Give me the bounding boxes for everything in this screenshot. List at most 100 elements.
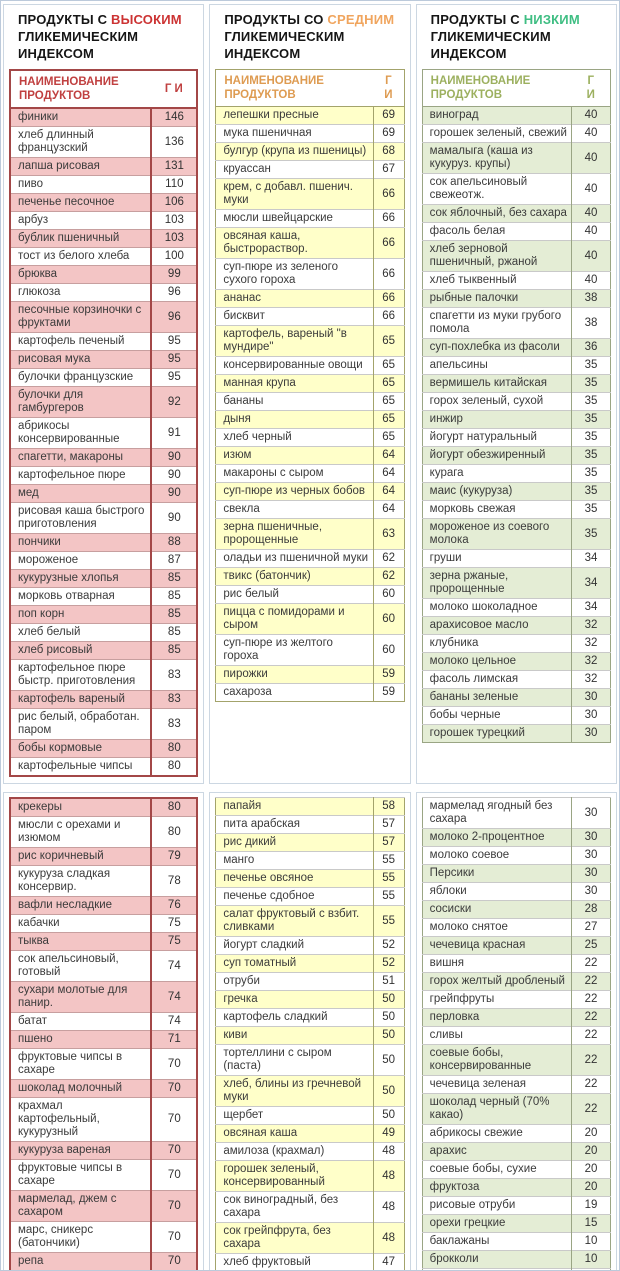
product-name: сливы [422, 1026, 572, 1045]
table-row: булочки для гамбургеров 92 [10, 386, 198, 418]
product-name: бананы [215, 392, 374, 411]
product-name: спагетти, макароны [10, 448, 153, 467]
product-name: булгур (крупа из пшеницы) [215, 142, 374, 161]
table-row: соевые бобы, сухие 20 [422, 1160, 611, 1179]
title-prefix: ПРОДУКТЫ С [430, 12, 524, 27]
table-row: тост из белого хлеба 100 [10, 247, 198, 266]
column-medium-gi: ПРОДУКТЫ СО СРЕДНИМ ГЛИКЕМИЧЕСКИМ ИНДЕКСО… [209, 4, 411, 785]
gi-value: 59 [373, 665, 405, 684]
gi-value: 50 [373, 990, 405, 1009]
table-row: молоко соевое 30 [422, 846, 611, 865]
product-name: мармелад ягодный без сахара [422, 797, 572, 829]
table-row: вишня 22 [422, 954, 611, 973]
table-row: сок апельсиновый, готовый 74 [10, 950, 198, 982]
gi-value: 25 [571, 936, 611, 955]
table-row: мюсли швейцарские 66 [215, 209, 405, 228]
product-name: горошек зеленый, консервированный [215, 1160, 374, 1192]
product-name: морковь свежая [422, 500, 572, 519]
table-row: абрикосы свежие 20 [422, 1124, 611, 1143]
product-name: рис коричневый [10, 847, 153, 866]
gi-value: 35 [571, 428, 611, 447]
table-row: молоко цельное 32 [422, 652, 611, 671]
gi-value: 64 [373, 446, 405, 465]
product-name: суп-пюре из черных бобов [215, 482, 374, 501]
product-name: оладьи из пшеничной муки [215, 549, 374, 568]
gi-value: 22 [571, 1044, 611, 1076]
gi-value: 22 [571, 1093, 611, 1125]
product-name: пончики [10, 533, 153, 552]
product-name: йогурт натуральный [422, 428, 572, 447]
table-row: манго 55 [215, 851, 405, 870]
product-name: пита арабская [215, 815, 374, 834]
product-name: бананы зеленые [422, 688, 572, 707]
product-name: брюква [10, 265, 153, 284]
product-name: дыня [215, 410, 374, 429]
gi-value: 62 [373, 549, 405, 568]
gi-value: 64 [373, 500, 405, 519]
product-name: сахароза [215, 683, 374, 702]
table-row: овсяная каша 49 [215, 1124, 405, 1143]
table-row: мамалыга (каша из кукуруз. крупы) 40 [422, 142, 611, 174]
gi-value: 58 [373, 797, 405, 816]
product-name: поп корн [10, 605, 153, 624]
product-name: кабачки [10, 914, 153, 933]
gi-value: 91 [151, 417, 198, 449]
title-line2: ГЛИКЕМИЧЕСКИМ ИНДЕКСОМ [18, 28, 139, 61]
gi-value: 90 [151, 502, 198, 534]
gi-value: 65 [373, 410, 405, 429]
product-name: свекла [215, 500, 374, 519]
product-name: яблоки [422, 882, 572, 901]
table-row: бобы кормовые 80 [10, 739, 198, 758]
gi-value: 48 [373, 1222, 405, 1254]
gi-value: 55 [373, 869, 405, 888]
gi-value: 20 [571, 1178, 611, 1197]
table-row: апельсины 35 [422, 356, 611, 375]
product-name: кукуруза сладкая консервир. [10, 865, 153, 897]
table-row: фруктовые чипсы в сахаре 70 [10, 1048, 198, 1080]
table-row: крахмал картофельный, кукурузный 70 [10, 1097, 198, 1142]
product-name: амилоза (крахмал) [215, 1142, 374, 1161]
gi-value: 62 [373, 567, 405, 586]
gi-value: 95 [151, 368, 198, 387]
low-gi-table-top: НАИМЕНОВАНИЕ ПРОДУКТОВ Г И виноград 40 гор… [421, 68, 611, 744]
table-row: свекла 64 [215, 500, 405, 519]
gi-value: 50 [373, 1106, 405, 1125]
gi-value: 70 [151, 1252, 198, 1270]
product-name: овсяная каша, быстрораствор. [215, 227, 374, 259]
gi-value: 66 [373, 289, 405, 308]
table-row: бисквит 66 [215, 307, 405, 326]
gi-value: 35 [571, 446, 611, 465]
table-row: брокколи 10 [422, 1250, 611, 1269]
title-accent: НИЗКИМ [523, 12, 580, 27]
table-row: картофельное пюре быстр. приготовления 83 [10, 659, 198, 691]
product-name: баклажаны [422, 1232, 572, 1251]
column-header-gi: Г И [151, 69, 198, 110]
product-name: бублик пшеничный [10, 229, 153, 248]
product-name: йогурт обезжиренный [422, 446, 572, 465]
product-name: крем, с добавл. пшенич. муки [215, 178, 374, 210]
gi-value: 40 [571, 222, 611, 241]
table-body: лепешки пресные 69 мука пшеничная 69 булгур … [215, 106, 405, 702]
column-title-medium: ПРОДУКТЫ СО СРЕДНИМ ГЛИКЕМИЧЕСКИМ ИНДЕКСО… [224, 12, 404, 63]
product-name: виноград [422, 106, 572, 125]
table-row: лепешки пресные 69 [215, 106, 405, 125]
product-name: суп-пюре из зеленого сухого гороха [215, 258, 374, 290]
table-row: морковь отварная 85 [10, 587, 198, 606]
table-row: йогурт сладкий 52 [215, 936, 405, 955]
table-row: арахис 20 [422, 1142, 611, 1161]
table-row: амилоза (крахмал) 48 [215, 1142, 405, 1161]
table-row: сок апельсиновый свежеотж. 40 [422, 173, 611, 205]
gi-value: 10 [571, 1250, 611, 1269]
column-header-name: НАИМЕНОВАНИЕ ПРОДУКТОВ [422, 69, 572, 108]
product-name: манная крупа [215, 374, 374, 393]
column-header-name: НАИМЕНОВАНИЕ ПРОДУКТОВ [10, 69, 152, 110]
table-row: картофельные чипсы 80 [10, 757, 198, 777]
table-row: хлеб зерновой пшеничный, ржаной 40 [422, 240, 611, 272]
product-name: арахисовое масло [422, 616, 572, 635]
gi-value: 40 [571, 173, 611, 205]
table-row: маис (кукуруза) 35 [422, 482, 611, 501]
table-row: фруктоза 20 [422, 1178, 611, 1197]
product-name: печенье песочное [10, 193, 153, 212]
product-name: салат фруктовый с взбит. сливками [215, 905, 374, 937]
